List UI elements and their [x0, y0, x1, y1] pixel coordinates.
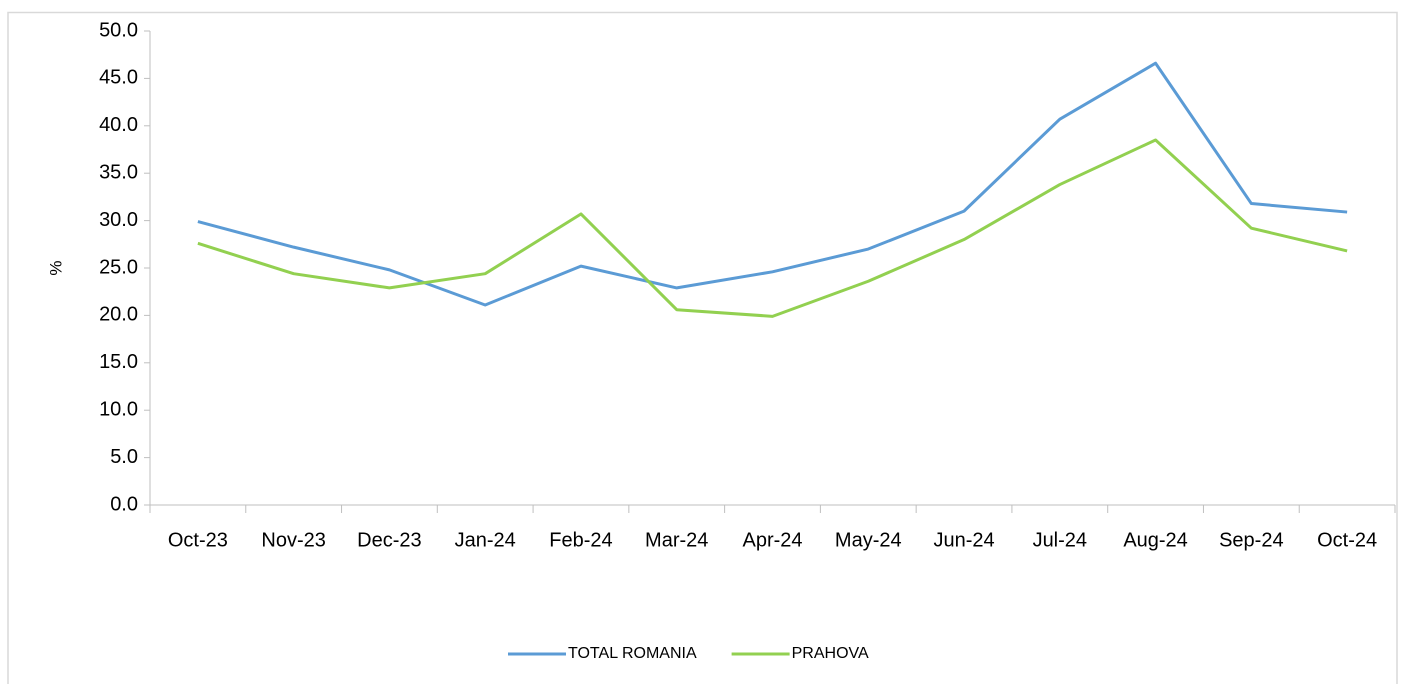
line-series — [197, 61, 1348, 307]
line-series — [197, 138, 1348, 318]
x-tick-label: Jul-24 — [1033, 529, 1087, 551]
y-tick-label: 0.0 — [110, 493, 138, 515]
y-tick-label: 5.0 — [110, 446, 138, 468]
x-tick-label: May-24 — [835, 529, 902, 551]
x-tick-label: Mar-24 — [645, 529, 708, 551]
y-tick-label: 35.0 — [99, 161, 138, 183]
y-tick-label: 50.0 — [99, 19, 138, 41]
legend-label: PRAHOVA — [792, 645, 869, 662]
x-tick-label: Nov-23 — [261, 529, 325, 551]
x-tick-label: Aug-24 — [1123, 529, 1188, 551]
x-tick-label: Apr-24 — [742, 529, 802, 551]
y-tick-label: 25.0 — [99, 256, 138, 278]
x-tick-label: Dec-23 — [357, 529, 421, 551]
x-tick-label: Oct-23 — [168, 529, 228, 551]
x-tick-label: Jun-24 — [933, 529, 994, 551]
y-tick-label: 20.0 — [99, 304, 138, 326]
x-tick-label: Jan-24 — [455, 529, 516, 551]
x-tick-label: Oct-24 — [1317, 529, 1377, 551]
y-tick-label: 40.0 — [99, 114, 138, 136]
x-tick-label: Sep-24 — [1219, 529, 1284, 551]
chart-frame — [7, 11, 1398, 684]
y-tick-label: 10.0 — [99, 398, 138, 420]
y-axis-label: % — [46, 260, 65, 275]
legend: TOTAL ROMANIA PRAHOVA — [508, 645, 869, 662]
x-tick-label: Feb-24 — [549, 529, 612, 551]
y-tick-label: 15.0 — [99, 351, 138, 373]
y-tick-label: 30.0 — [99, 209, 138, 231]
y-tick-label: 45.0 — [99, 67, 138, 89]
legend-label: TOTAL ROMANIA — [568, 645, 697, 662]
